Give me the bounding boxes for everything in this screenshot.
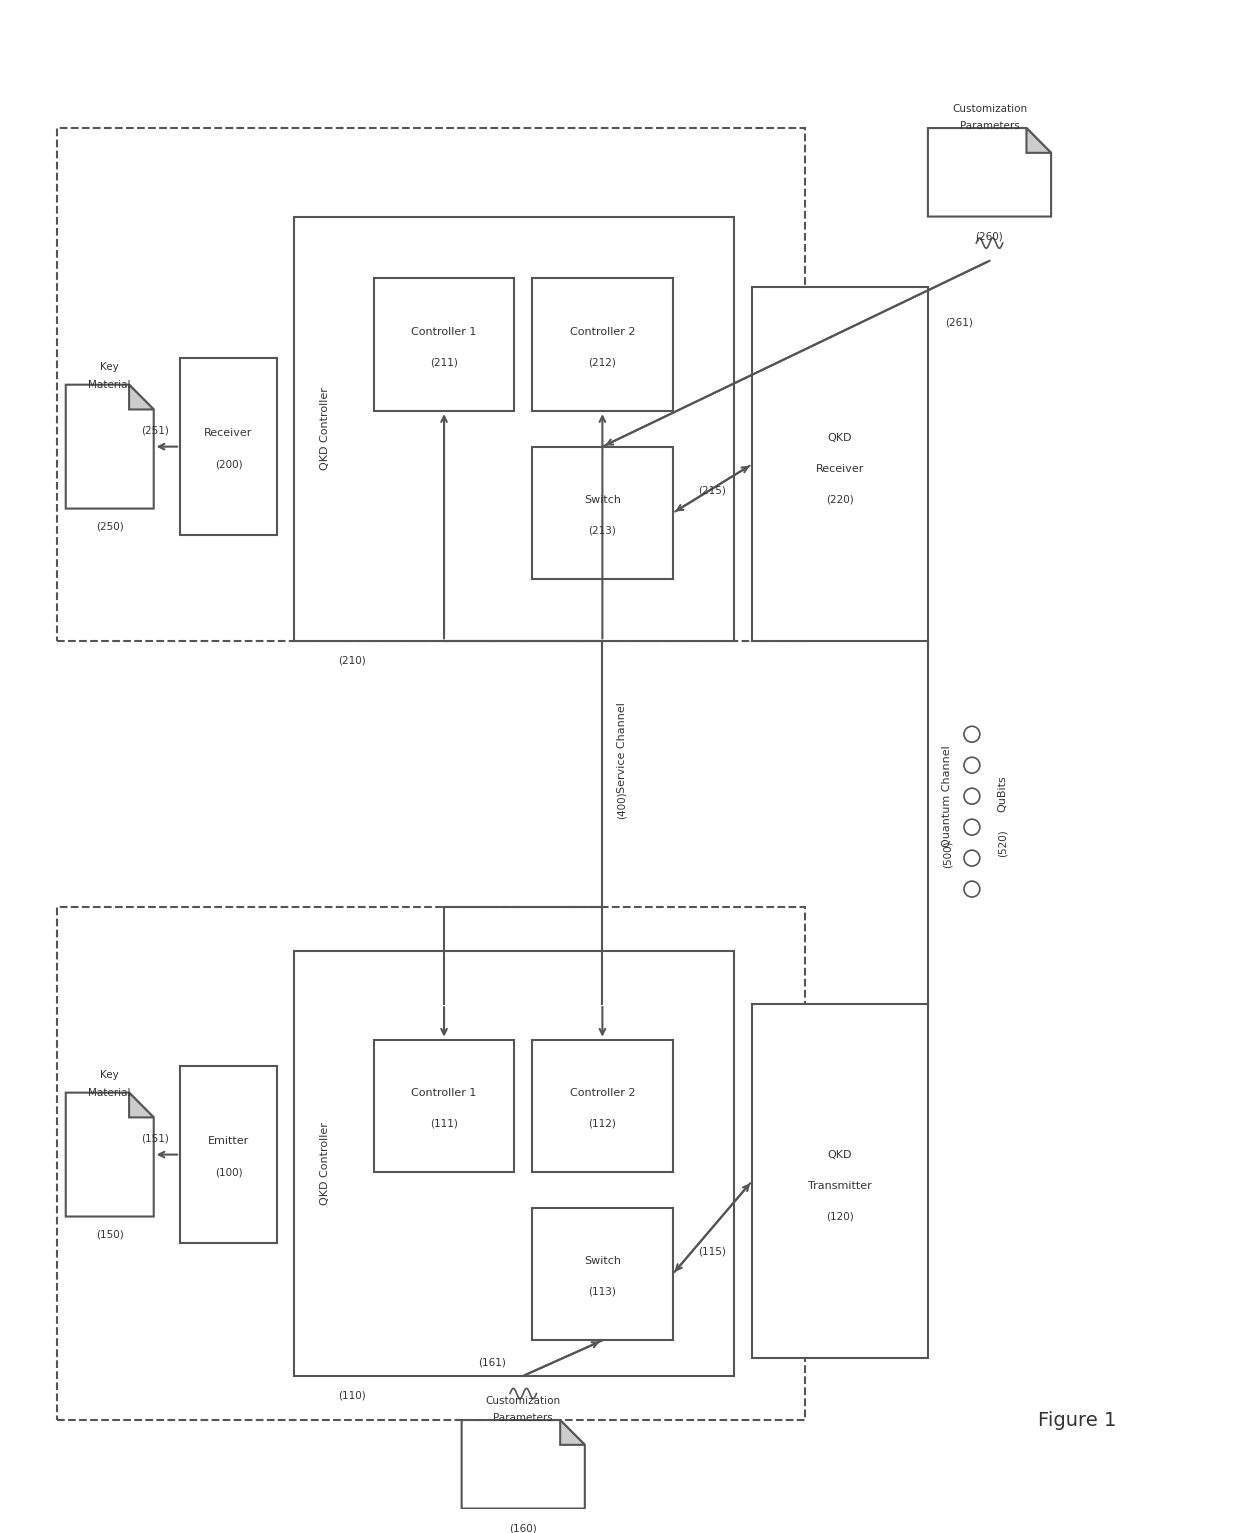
Polygon shape — [66, 1093, 154, 1217]
Text: Emitter: Emitter — [208, 1136, 249, 1147]
Text: Receiver: Receiver — [816, 464, 864, 474]
Polygon shape — [560, 1420, 585, 1444]
Bar — [373, 279, 515, 411]
Text: (500): (500) — [942, 840, 952, 868]
Text: (113): (113) — [589, 1286, 616, 1297]
Text: (210): (210) — [337, 656, 366, 665]
Text: Parameters: Parameters — [494, 1413, 553, 1423]
Bar — [373, 1039, 515, 1173]
Text: Controller 1: Controller 1 — [412, 327, 476, 337]
Bar — [294, 216, 734, 641]
Text: (110): (110) — [337, 1390, 366, 1400]
Text: (111): (111) — [430, 1119, 458, 1128]
Text: QuBits: QuBits — [998, 776, 1008, 812]
Polygon shape — [129, 1093, 154, 1118]
Text: QKD Controller: QKD Controller — [320, 388, 330, 471]
Polygon shape — [461, 1420, 585, 1508]
Text: (213): (213) — [589, 526, 616, 535]
Bar — [532, 1039, 673, 1173]
Text: (251): (251) — [141, 426, 170, 435]
Text: (212): (212) — [589, 357, 616, 368]
Text: Switch: Switch — [584, 1256, 621, 1266]
Text: QKD Controller: QKD Controller — [320, 1122, 330, 1205]
Text: Customization: Customization — [486, 1395, 560, 1406]
Bar — [57, 129, 805, 641]
Text: Material: Material — [88, 1087, 131, 1098]
Text: (520): (520) — [998, 829, 1008, 857]
Text: Parameters: Parameters — [960, 121, 1019, 132]
Text: (215): (215) — [698, 486, 727, 495]
Polygon shape — [129, 385, 154, 409]
Bar — [532, 279, 673, 411]
Polygon shape — [66, 385, 154, 509]
Bar — [532, 446, 673, 579]
Text: (200): (200) — [215, 460, 242, 469]
Text: Controller 1: Controller 1 — [412, 1087, 476, 1098]
Text: (151): (151) — [141, 1134, 170, 1144]
Bar — [57, 908, 805, 1420]
Text: (115): (115) — [698, 1246, 727, 1257]
Text: QKD: QKD — [827, 1150, 852, 1159]
Text: (211): (211) — [430, 357, 458, 368]
Text: (150): (150) — [95, 1229, 124, 1239]
Text: Customization: Customization — [952, 104, 1027, 113]
Text: (260): (260) — [976, 231, 1003, 241]
Text: Material: Material — [88, 380, 131, 389]
Bar — [751, 287, 928, 641]
Polygon shape — [1027, 129, 1052, 153]
Bar — [532, 1208, 673, 1340]
Text: (220): (220) — [826, 495, 854, 504]
Text: Service Channel: Service Channel — [616, 702, 626, 793]
Text: (160): (160) — [510, 1522, 537, 1533]
Text: (250): (250) — [95, 521, 124, 532]
Text: Figure 1: Figure 1 — [1038, 1410, 1117, 1430]
Text: Switch: Switch — [584, 495, 621, 504]
Text: (261): (261) — [945, 317, 972, 328]
Text: Quantum Channel: Quantum Channel — [942, 745, 952, 848]
Bar — [180, 1065, 277, 1243]
Bar — [180, 359, 277, 535]
Text: QKD: QKD — [827, 432, 852, 443]
Polygon shape — [928, 129, 1052, 216]
Bar — [294, 950, 734, 1375]
Text: Controller 2: Controller 2 — [569, 1087, 635, 1098]
Text: (120): (120) — [826, 1211, 854, 1222]
Text: Receiver: Receiver — [205, 428, 253, 438]
Text: Key: Key — [100, 1070, 119, 1079]
Text: Transmitter: Transmitter — [808, 1180, 872, 1191]
Bar — [751, 1004, 928, 1358]
Text: Key: Key — [100, 362, 119, 373]
Text: (400): (400) — [616, 791, 626, 819]
Text: (100): (100) — [215, 1167, 242, 1177]
Text: Controller 2: Controller 2 — [569, 327, 635, 337]
Text: (161): (161) — [479, 1358, 506, 1367]
Text: (112): (112) — [589, 1119, 616, 1128]
